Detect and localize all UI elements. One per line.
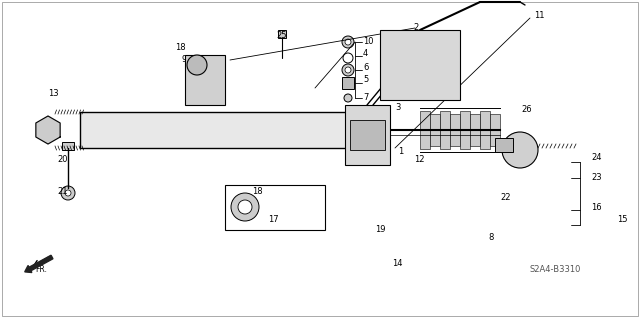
Text: 18: 18: [175, 43, 186, 52]
Circle shape: [65, 190, 71, 196]
Text: 1: 1: [398, 148, 403, 156]
FancyArrow shape: [25, 255, 53, 273]
Bar: [225, 185, 325, 230]
Text: S2A4-B3310: S2A4-B3310: [530, 266, 581, 274]
Text: 16: 16: [591, 203, 602, 211]
Text: 10: 10: [363, 37, 374, 45]
Bar: [80, 112, 370, 148]
Text: 21: 21: [57, 188, 67, 197]
Circle shape: [187, 55, 207, 75]
Bar: [380, 30, 460, 100]
Text: 7: 7: [363, 93, 369, 101]
Text: 12: 12: [414, 156, 424, 164]
Text: 26: 26: [521, 105, 532, 114]
Circle shape: [238, 200, 252, 214]
Circle shape: [344, 94, 352, 102]
Circle shape: [342, 64, 354, 76]
Circle shape: [502, 132, 538, 168]
Bar: [470, 114, 480, 146]
Circle shape: [61, 186, 75, 200]
Text: 15: 15: [617, 216, 627, 225]
Polygon shape: [36, 116, 60, 144]
Text: 6: 6: [363, 63, 369, 72]
Text: 25: 25: [276, 31, 287, 39]
Circle shape: [342, 36, 354, 48]
Text: 9: 9: [182, 56, 188, 65]
Text: 17: 17: [268, 216, 278, 225]
Text: 18: 18: [252, 188, 262, 197]
Bar: [62, 142, 74, 150]
Bar: [440, 111, 450, 149]
Bar: [480, 111, 490, 149]
Text: 8: 8: [488, 233, 493, 243]
Circle shape: [345, 39, 351, 45]
Bar: [490, 114, 500, 146]
Text: 14: 14: [392, 259, 403, 268]
Text: 20: 20: [57, 156, 67, 164]
Circle shape: [231, 193, 259, 221]
Bar: [350, 120, 385, 150]
Text: FR.: FR.: [35, 265, 47, 274]
Text: 19: 19: [375, 225, 385, 234]
Bar: [430, 114, 440, 146]
Text: 22: 22: [500, 192, 511, 202]
Bar: [450, 114, 460, 146]
Text: 23: 23: [591, 172, 602, 182]
Bar: [460, 111, 470, 149]
Bar: [495, 138, 513, 152]
Bar: [342, 77, 354, 89]
Bar: [185, 55, 225, 105]
Bar: [278, 30, 286, 38]
Bar: [345, 105, 390, 165]
Text: 24: 24: [591, 154, 602, 162]
Text: 4: 4: [363, 50, 368, 59]
Text: 13: 13: [48, 88, 59, 98]
Text: 5: 5: [363, 75, 368, 85]
Circle shape: [345, 67, 351, 73]
Bar: [420, 111, 430, 149]
Text: 3: 3: [395, 102, 401, 112]
Text: 2: 2: [413, 24, 419, 32]
Text: 11: 11: [534, 11, 545, 20]
